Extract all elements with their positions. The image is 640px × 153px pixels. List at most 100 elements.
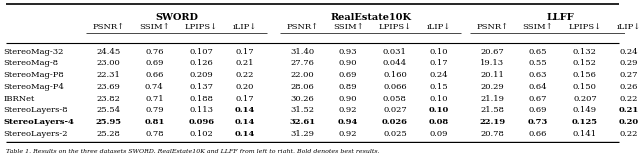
Text: 0.93: 0.93 xyxy=(339,48,357,56)
Text: 0.26: 0.26 xyxy=(620,83,638,91)
Text: 0.69: 0.69 xyxy=(145,60,164,67)
Text: 0.63: 0.63 xyxy=(529,71,547,79)
Text: 21.19: 21.19 xyxy=(481,95,504,103)
Text: 0.14: 0.14 xyxy=(235,118,255,126)
Text: 0.08: 0.08 xyxy=(429,118,449,126)
Text: 0.20: 0.20 xyxy=(236,83,254,91)
Text: StereoMag-P4: StereoMag-P4 xyxy=(3,83,64,91)
Text: LPIPS↓: LPIPS↓ xyxy=(568,23,602,31)
Text: 22.19: 22.19 xyxy=(479,118,506,126)
Text: 0.044: 0.044 xyxy=(383,60,407,67)
Text: 0.031: 0.031 xyxy=(383,48,407,56)
Text: SSIM↑: SSIM↑ xyxy=(139,23,170,31)
Text: 0.14: 0.14 xyxy=(235,106,255,114)
Text: 0.69: 0.69 xyxy=(339,71,357,79)
Text: 25.28: 25.28 xyxy=(97,130,121,138)
Text: 31.29: 31.29 xyxy=(291,130,314,138)
Text: 23.00: 23.00 xyxy=(97,60,120,67)
Text: 0.22: 0.22 xyxy=(236,71,254,79)
Text: 0.10: 0.10 xyxy=(429,106,449,114)
Text: 0.89: 0.89 xyxy=(339,83,357,91)
Text: 31.52: 31.52 xyxy=(291,106,314,114)
Text: 0.71: 0.71 xyxy=(145,95,164,103)
Text: 0.15: 0.15 xyxy=(429,83,448,91)
Text: 19.13: 19.13 xyxy=(481,60,504,67)
Text: LPIPS↓: LPIPS↓ xyxy=(185,23,218,31)
Text: 31.40: 31.40 xyxy=(291,48,314,56)
Text: 0.55: 0.55 xyxy=(529,60,547,67)
Text: 24.45: 24.45 xyxy=(97,48,121,56)
Text: 0.207: 0.207 xyxy=(573,95,596,103)
Text: StereoMag-P8: StereoMag-P8 xyxy=(3,71,64,79)
Text: 32.61: 32.61 xyxy=(289,118,316,126)
Text: StereoLayers-2: StereoLayers-2 xyxy=(3,130,68,138)
Text: 27.76: 27.76 xyxy=(291,60,314,67)
Text: 0.150: 0.150 xyxy=(573,83,597,91)
Text: 0.141: 0.141 xyxy=(573,130,597,138)
Text: 0.14: 0.14 xyxy=(235,130,255,138)
Text: StereoLayers-8: StereoLayers-8 xyxy=(3,106,68,114)
Text: 0.209: 0.209 xyxy=(189,71,213,79)
Text: 0.066: 0.066 xyxy=(383,83,407,91)
Text: 0.22: 0.22 xyxy=(620,95,638,103)
Text: 0.17: 0.17 xyxy=(236,95,254,103)
Text: 0.21: 0.21 xyxy=(618,106,639,114)
Text: 22.00: 22.00 xyxy=(291,71,314,79)
Text: 25.54: 25.54 xyxy=(97,106,121,114)
Text: 20.29: 20.29 xyxy=(481,83,504,91)
Text: 0.107: 0.107 xyxy=(189,48,213,56)
Text: 0.90: 0.90 xyxy=(339,60,357,67)
Text: 30.26: 30.26 xyxy=(291,95,314,103)
Text: 0.17: 0.17 xyxy=(236,48,254,56)
Text: ıLIP↓: ıLIP↓ xyxy=(426,23,451,31)
Text: 0.94: 0.94 xyxy=(338,118,358,126)
Text: 0.160: 0.160 xyxy=(383,71,407,79)
Text: 0.67: 0.67 xyxy=(529,95,547,103)
Text: 20.78: 20.78 xyxy=(481,130,504,138)
Text: 0.10: 0.10 xyxy=(429,48,448,56)
Text: 0.152: 0.152 xyxy=(573,60,597,67)
Text: ıLIP↓: ıLIP↓ xyxy=(233,23,257,31)
Text: 0.137: 0.137 xyxy=(189,83,213,91)
Text: LLFF: LLFF xyxy=(547,13,575,22)
Text: 0.24: 0.24 xyxy=(620,48,638,56)
Text: StereoLayers-4: StereoLayers-4 xyxy=(3,118,74,126)
Text: 0.81: 0.81 xyxy=(144,118,164,126)
Text: 0.113: 0.113 xyxy=(189,106,213,114)
Text: 23.82: 23.82 xyxy=(97,95,121,103)
Text: 0.79: 0.79 xyxy=(145,106,164,114)
Text: StereoMag-8: StereoMag-8 xyxy=(3,60,58,67)
Text: 0.76: 0.76 xyxy=(145,48,164,56)
Text: SWORD: SWORD xyxy=(156,13,198,22)
Text: 0.027: 0.027 xyxy=(383,106,407,114)
Text: 25.95: 25.95 xyxy=(96,118,122,126)
Text: 0.24: 0.24 xyxy=(429,71,448,79)
Text: 0.132: 0.132 xyxy=(573,48,597,56)
Text: StereoMag-32: StereoMag-32 xyxy=(3,48,63,56)
Text: 0.69: 0.69 xyxy=(529,106,547,114)
Text: LPIPS↓: LPIPS↓ xyxy=(378,23,412,31)
Text: 0.66: 0.66 xyxy=(529,130,547,138)
Text: 0.102: 0.102 xyxy=(189,130,213,138)
Text: 0.20: 0.20 xyxy=(619,118,639,126)
Text: 28.06: 28.06 xyxy=(291,83,314,91)
Text: 0.90: 0.90 xyxy=(339,95,357,103)
Text: 0.21: 0.21 xyxy=(236,60,254,67)
Text: 0.026: 0.026 xyxy=(382,118,408,126)
Text: PSNR↑: PSNR↑ xyxy=(93,23,125,31)
Text: ıLIP↓: ıLIP↓ xyxy=(616,23,640,31)
Text: Table 1. Results on the three datasets SWORD, RealEstate10K and LLFF from left t: Table 1. Results on the three datasets S… xyxy=(6,149,380,153)
Text: 22.31: 22.31 xyxy=(97,71,121,79)
Text: RealEstate10K: RealEstate10K xyxy=(330,13,411,22)
Text: 0.025: 0.025 xyxy=(383,130,407,138)
Text: 0.64: 0.64 xyxy=(529,83,547,91)
Text: 0.188: 0.188 xyxy=(189,95,213,103)
Text: 0.09: 0.09 xyxy=(429,130,448,138)
Text: 0.92: 0.92 xyxy=(339,106,357,114)
Text: 0.10: 0.10 xyxy=(429,95,448,103)
Text: 0.74: 0.74 xyxy=(145,83,164,91)
Text: 0.65: 0.65 xyxy=(529,48,547,56)
Text: 0.126: 0.126 xyxy=(189,60,213,67)
Text: 0.058: 0.058 xyxy=(383,95,407,103)
Text: IBRNet: IBRNet xyxy=(3,95,35,103)
